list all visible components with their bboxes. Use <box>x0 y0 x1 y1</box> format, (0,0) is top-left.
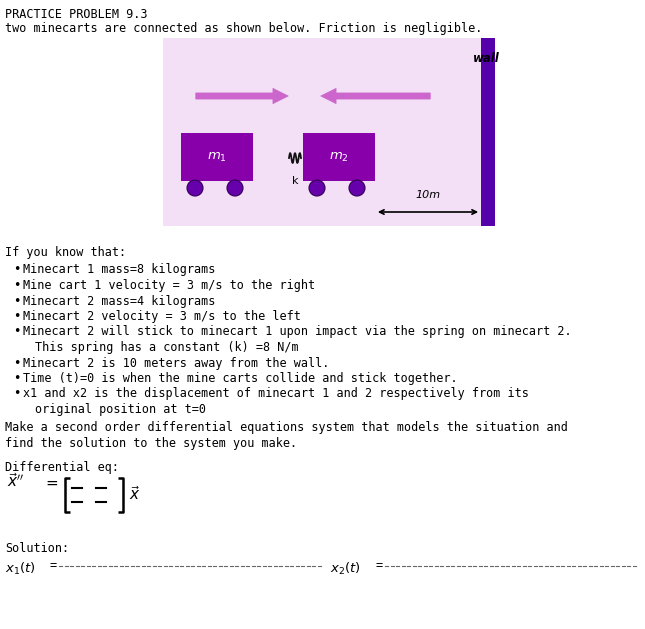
Text: •: • <box>13 357 21 369</box>
Text: $\vec{x}''$: $\vec{x}''$ <box>7 472 25 490</box>
Text: $m_1$: $m_1$ <box>207 150 227 164</box>
Text: Minecart 2 velocity = 3 m/s to the left: Minecart 2 velocity = 3 m/s to the left <box>23 310 301 323</box>
Text: $=$: $=$ <box>43 475 59 490</box>
Text: Differential eq:: Differential eq: <box>5 460 119 474</box>
Text: If you know that:: If you know that: <box>5 246 126 259</box>
Text: original position at t=0: original position at t=0 <box>35 403 206 416</box>
Text: $x_2(t)$: $x_2(t)$ <box>330 560 361 577</box>
Text: two minecarts are connected as shown below. Friction is negligible.: two minecarts are connected as shown bel… <box>5 22 482 35</box>
Text: Minecart 2 mass=4 kilograms: Minecart 2 mass=4 kilograms <box>23 294 215 308</box>
Text: wall: wall <box>473 52 499 65</box>
Text: •: • <box>13 372 21 385</box>
Text: 10m: 10m <box>415 190 441 200</box>
Text: $x_1(t)$: $x_1(t)$ <box>5 560 36 577</box>
Bar <box>303 133 375 181</box>
Text: =: = <box>49 560 56 572</box>
Text: •: • <box>13 279 21 292</box>
Text: Mine cart 1 velocity = 3 m/s to the right: Mine cart 1 velocity = 3 m/s to the righ… <box>23 279 315 292</box>
Text: •: • <box>13 387 21 401</box>
Text: Minecart 2 will stick to minecart 1 upon impact via the spring on minecart 2.: Minecart 2 will stick to minecart 1 upon… <box>23 325 571 338</box>
Circle shape <box>187 180 203 196</box>
Bar <box>481 38 495 226</box>
Bar <box>181 133 253 181</box>
Circle shape <box>349 180 365 196</box>
Text: $\vec{x}$: $\vec{x}$ <box>129 485 141 503</box>
Text: Time (t)=0 is when the mine carts collide and stick together.: Time (t)=0 is when the mine carts collid… <box>23 372 457 385</box>
Bar <box>163 38 481 226</box>
Text: $m_2$: $m_2$ <box>329 150 349 164</box>
Text: This spring has a constant (k) =8 N/m: This spring has a constant (k) =8 N/m <box>35 341 299 354</box>
Text: find the solution to the system you make.: find the solution to the system you make… <box>5 437 297 450</box>
Text: Solution:: Solution: <box>5 542 69 555</box>
Text: •: • <box>13 264 21 277</box>
Text: •: • <box>13 310 21 323</box>
Circle shape <box>309 180 325 196</box>
Text: Minecart 2 is 10 meters away from the wall.: Minecart 2 is 10 meters away from the wa… <box>23 357 330 369</box>
Text: =: = <box>375 560 382 572</box>
Circle shape <box>227 180 243 196</box>
Text: PRACTICE PROBLEM 9.3: PRACTICE PROBLEM 9.3 <box>5 8 148 21</box>
Text: Make a second order differential equations system that models the situation and: Make a second order differential equatio… <box>5 421 568 435</box>
Text: x1 and x2 is the displacement of minecart 1 and 2 respectively from its: x1 and x2 is the displacement of minecar… <box>23 387 529 401</box>
Text: •: • <box>13 294 21 308</box>
Text: •: • <box>13 325 21 338</box>
Text: Minecart 1 mass=8 kilograms: Minecart 1 mass=8 kilograms <box>23 264 215 277</box>
Text: k: k <box>292 176 298 186</box>
